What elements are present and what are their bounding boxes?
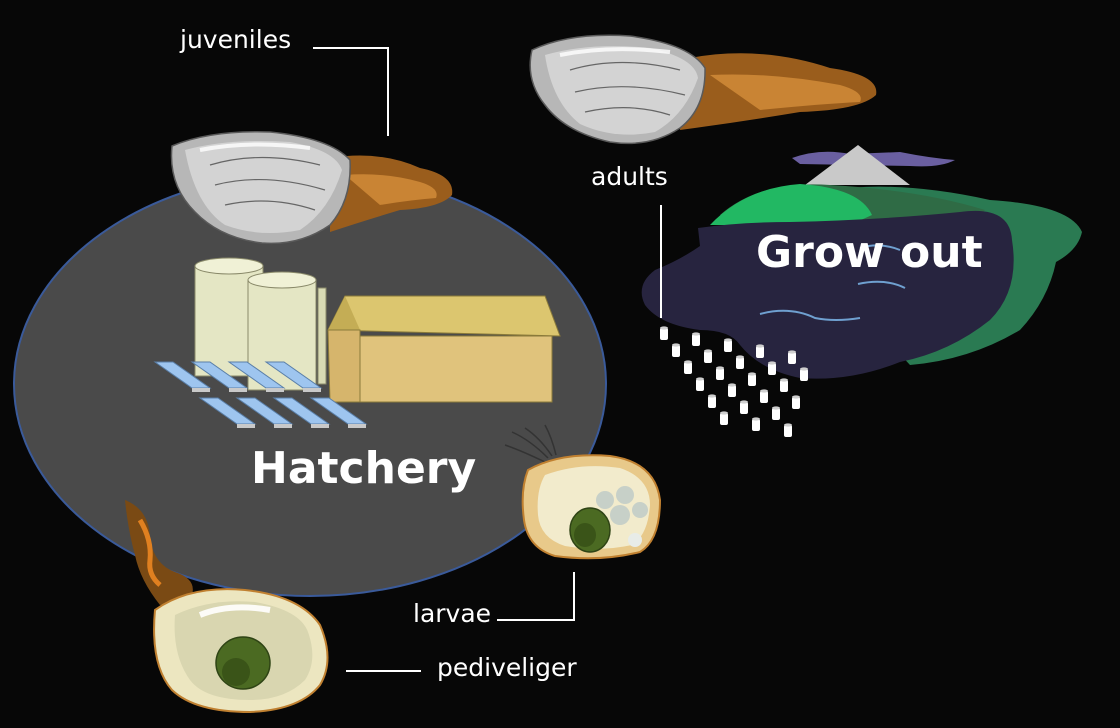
grow-out-post [756,344,764,358]
grow-out-post [772,406,780,420]
pediveliger [125,500,329,714]
raceway-edge [303,388,321,392]
grow-out-post [696,377,704,391]
hatchery-building [327,295,561,403]
juvenile-mussel [170,131,453,245]
label-juveniles: juveniles [179,25,291,54]
grow-out-post [748,372,756,386]
label-hatchery: Hatchery [251,443,476,494]
grow-out-post [736,355,744,369]
grow-out-landscape [641,145,1082,379]
mountain-peak [805,145,910,185]
raceway-edge [192,388,210,392]
label-larvae: larvae [413,599,491,628]
grow-out-post [800,367,808,381]
larvae-leader-line [497,572,575,621]
grow-out-post [768,361,776,375]
grow-out-post [740,400,748,414]
adult-mussel [529,34,877,145]
larva [504,424,662,560]
grow-out-post [660,326,668,340]
grow-out-post [728,383,736,397]
grow-out-post [752,417,760,431]
grow-out-post [684,360,692,374]
raceway-edge [266,388,284,392]
grow-out-post [672,343,680,357]
grow-out-post [724,338,732,352]
grow-out-post [788,350,796,364]
grow-out-post [760,389,768,403]
grow-out-post [784,423,792,437]
juveniles-leader-line [313,47,389,136]
grow-out-post [692,332,700,346]
label-adults: adults [591,162,668,191]
raceway-edge [237,424,255,428]
raceway-edge [229,388,247,392]
label-pediveliger: pediveliger [437,653,577,682]
raceway-edge [311,424,329,428]
hill-bright [710,184,872,225]
raceway-edge [348,424,366,428]
grow-out-post [708,394,716,408]
grow-out-post [704,349,712,363]
grow-out-post [780,378,788,392]
raceway-edge [274,424,292,428]
label-grow-out: Grow out [756,227,983,278]
bay-water [641,210,1014,379]
grow-out-post [716,366,724,380]
grow-out-post [720,411,728,425]
grow-out-post [792,395,800,409]
grow-out-posts [660,326,808,437]
raceways [153,361,368,428]
hatchery-facility [153,257,561,428]
